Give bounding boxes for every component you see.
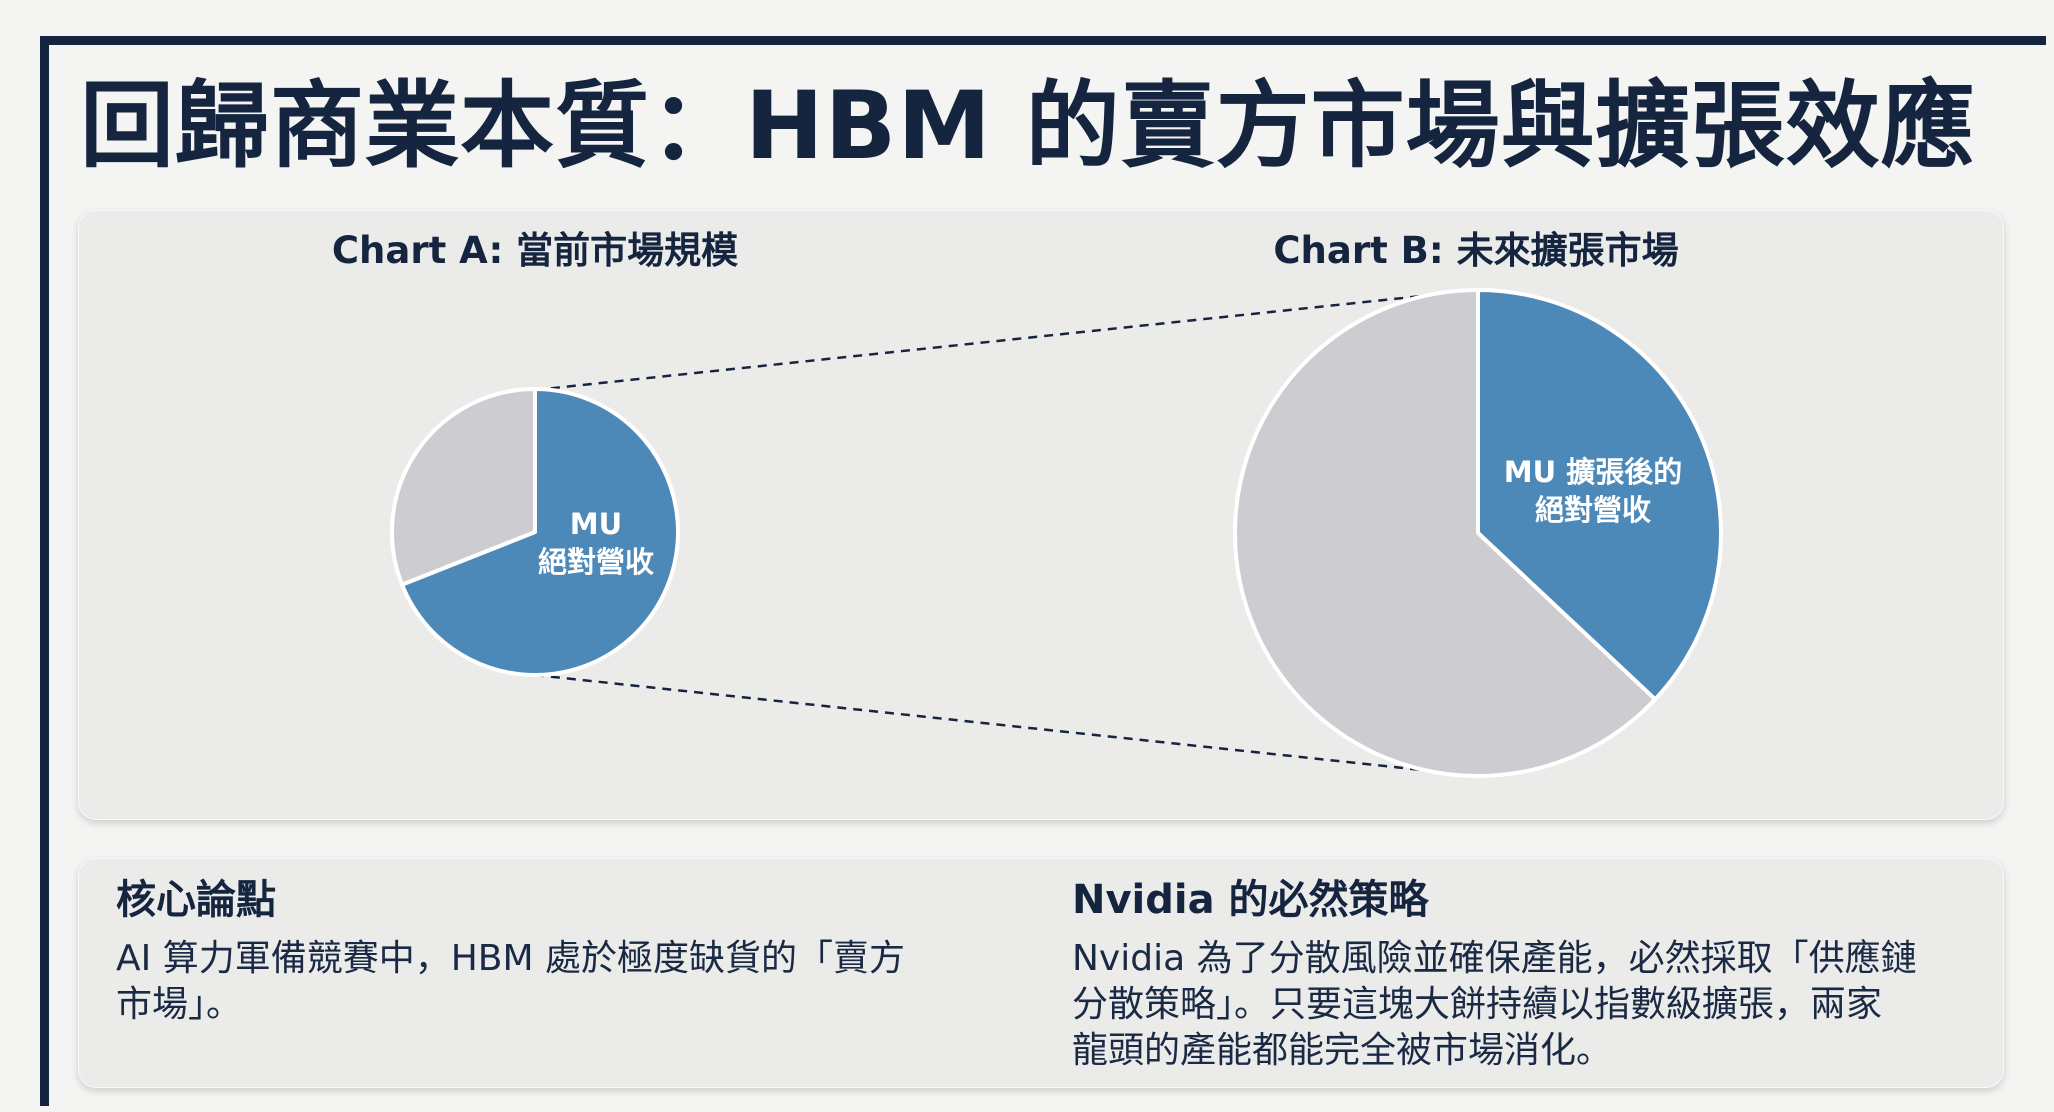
nvidia-strategy-line-3: 龍頭的產能都能完全被市場消化。 <box>1072 1030 1613 1071</box>
info-panel: 核心論點 AI 算力軍備競賽中，HBM 處於極度缺貨的「賣方 市場」。 Nvid… <box>78 858 2004 1088</box>
core-argument-line-2: 市場」。 <box>116 984 243 1025</box>
chart-a-mu-revenue-slice <box>400 387 680 677</box>
chart-a-rest-of-market-slice <box>390 387 537 587</box>
nvidia-strategy-line-2: 分散策略」。只要這塊大餅持續以指數級擴張，兩家 <box>1072 984 1883 1025</box>
chart-b-rest-of-market-slice <box>1233 288 1658 778</box>
zoom-connector-bottom <box>534 673 1479 778</box>
chart-b-mu-revenue-slice <box>1476 288 1723 702</box>
frame-left-border <box>40 36 49 1106</box>
nvidia-strategy-section: Nvidia 的必然策略 Nvidia 為了分散風險並確保產能，必然採取「供應鏈… <box>1072 872 1972 1074</box>
chart-a-pie: MU 絕對營收 <box>390 387 680 677</box>
zoom-connector-top <box>534 288 1479 392</box>
chart-b-title: Chart B: 未來擴張市場 <box>1273 229 1678 272</box>
chart-a-slice-label-line-1: MU <box>570 507 622 541</box>
nvidia-strategy-heading: Nvidia 的必然策略 <box>1072 877 1429 923</box>
core-argument-line-1: AI 算力軍備競賽中，HBM 處於極度缺貨的「賣方 <box>116 938 905 979</box>
nvidia-strategy-line-1: Nvidia 為了分散風險並確保產能，必然採取「供應鏈 <box>1072 938 1917 979</box>
pie-comparison-chart: Chart A: 當前市場規模 Chart B: 未來擴張市場 MU 絕對營收 … <box>332 229 1723 778</box>
page-title: 回歸商業本質：HBM 的賣方市場與擴張效應 <box>80 72 1976 181</box>
chart-panel: Chart A: 當前市場規模 Chart B: 未來擴張市場 MU 絕對營收 … <box>78 210 2004 820</box>
chart-a-title: Chart A: 當前市場規模 <box>332 229 738 272</box>
chart-b-pie: MU 擴張後的 絕對營收 <box>1233 288 1723 778</box>
core-argument-section: 核心論點 AI 算力軍備競賽中，HBM 處於極度缺貨的「賣方 市場」。 <box>116 872 1016 1028</box>
frame-top-border <box>40 36 2046 45</box>
chart-b-slice-label-line-1: MU 擴張後的 <box>1504 455 1683 489</box>
chart-a-slice-label-line-2: 絕對營收 <box>538 545 654 579</box>
core-argument-heading: 核心論點 <box>116 877 276 923</box>
chart-b-slice-label-line-2: 絕對營收 <box>1535 493 1651 527</box>
